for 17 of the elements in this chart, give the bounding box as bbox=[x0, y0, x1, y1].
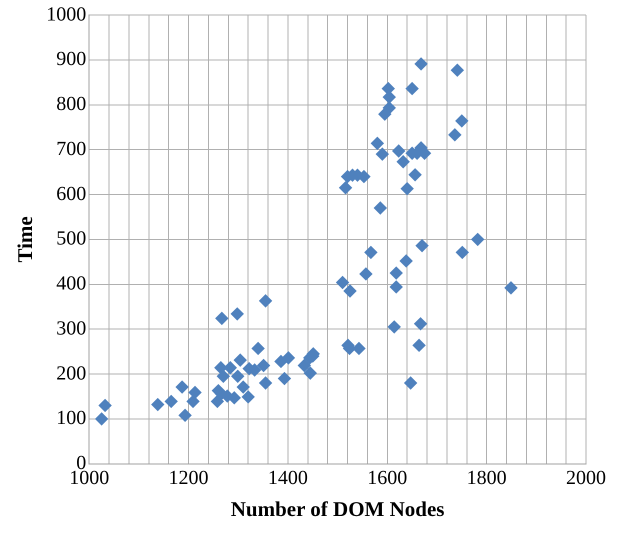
y-tick-label: 900 bbox=[56, 48, 86, 70]
y-tick-label: 800 bbox=[56, 93, 86, 116]
x-tick-label: 2000 bbox=[566, 467, 606, 490]
y-axis-title: Time bbox=[13, 216, 38, 263]
x-tick-label: 1600 bbox=[367, 467, 408, 490]
y-tick-label: 1000 bbox=[46, 3, 86, 26]
x-tick-label: 1200 bbox=[168, 467, 209, 490]
x-axis-title: Number of DOM Nodes bbox=[230, 496, 444, 521]
x-tick-label: 1400 bbox=[268, 467, 308, 490]
y-tick-label: 300 bbox=[56, 317, 86, 340]
y-tick-label: 100 bbox=[56, 407, 86, 430]
y-tick-label: 200 bbox=[56, 362, 86, 384]
y-tick-label: 500 bbox=[56, 228, 86, 250]
y-tick-label: 400 bbox=[56, 272, 86, 295]
y-tick-label: 700 bbox=[56, 138, 86, 160]
x-tick-label: 1800 bbox=[466, 467, 507, 490]
y-tick-label: 600 bbox=[56, 182, 86, 205]
